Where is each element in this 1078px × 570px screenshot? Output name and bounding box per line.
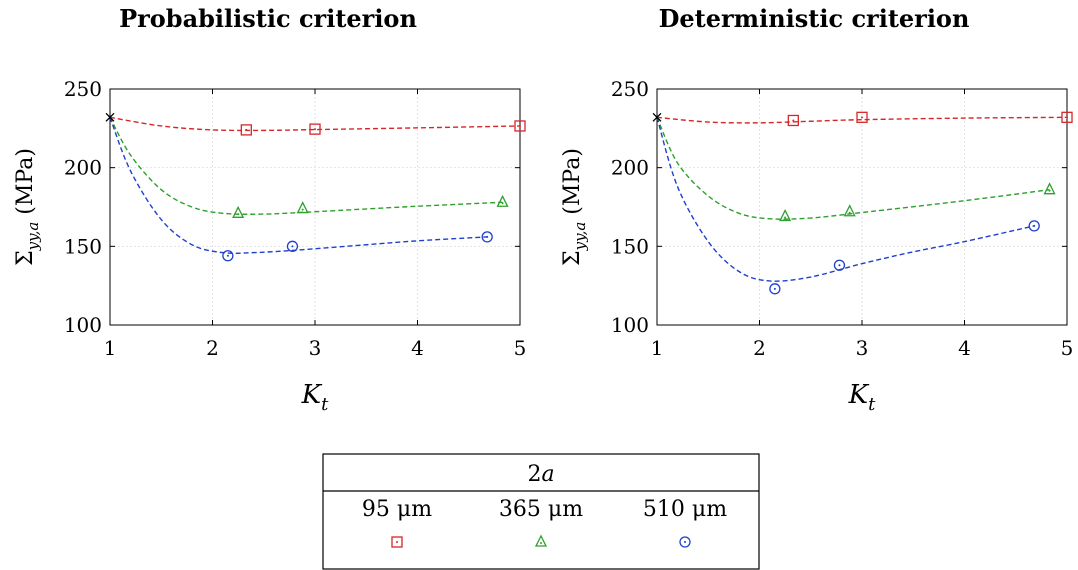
x-tick-label: 1 — [104, 336, 117, 360]
x-tick-label: 3 — [856, 336, 869, 360]
origin-cross-marker — [652, 112, 662, 122]
data-point-s365 — [496, 194, 509, 207]
series-s95 — [110, 116, 526, 136]
series-s510 — [657, 117, 1040, 295]
fit-curve-s365 — [110, 116, 503, 215]
y-axis-label: Σyy,a (MPa) — [560, 148, 589, 266]
fit-curve-s95 — [657, 116, 1067, 124]
chart-panel-2: Deterministic criterion 1 2 3 4 5 100 150 200 250… — [560, 4, 1073, 415]
y-tick-label: 200 — [64, 156, 102, 180]
data-point-s365 — [779, 208, 792, 222]
x-axis-label: Kt — [848, 380, 876, 415]
legend-label-s510: 510 μm — [643, 497, 727, 522]
y-tick-label: 100 — [611, 313, 649, 337]
data-point-s510 — [286, 240, 299, 252]
data-point-s95 — [514, 120, 526, 132]
series-s365 — [110, 116, 509, 218]
x-tick-label: 5 — [1061, 336, 1074, 360]
legend-marker-s365 — [534, 534, 548, 547]
series-s365 — [657, 117, 1056, 222]
y-tick-label: 150 — [64, 234, 102, 258]
data-point-s365 — [232, 205, 245, 218]
data-point-s510 — [833, 259, 846, 271]
data-point-s365 — [1043, 182, 1056, 195]
x-tick-label: 4 — [958, 336, 971, 360]
fit-curve-s365 — [657, 117, 1050, 220]
legend-label-s95: 95 μm — [362, 497, 432, 522]
x-tick-label: 2 — [206, 336, 219, 360]
y-tick-label: 100 — [64, 313, 102, 337]
origin-cross-marker — [105, 112, 115, 122]
data-point-s95 — [1061, 111, 1073, 123]
y-tick-label: 250 — [64, 77, 102, 101]
data-point-s510 — [769, 283, 781, 295]
y-tick-label: 150 — [611, 234, 649, 258]
x-tick-label: 5 — [514, 336, 527, 360]
x-tick-label: 2 — [753, 336, 766, 360]
x-tick-label: 4 — [411, 336, 424, 360]
data-point-s510 — [481, 231, 493, 243]
series-s95 — [657, 111, 1073, 127]
fit-curve-s510 — [657, 117, 1035, 282]
x-tick-label: 1 — [651, 336, 664, 360]
legend-marker-s95 — [391, 536, 403, 548]
legend-box — [322, 453, 760, 570]
y-tick-label: 250 — [611, 77, 649, 101]
series-s510 — [110, 117, 493, 262]
x-axis-label: Kt — [301, 380, 329, 415]
fit-curve-s95 — [110, 116, 520, 132]
y-axis-label: Σyy,a (MPa) — [13, 148, 42, 266]
data-point-s510 — [1028, 220, 1040, 232]
data-point-s365 — [843, 204, 856, 217]
legend-label-s365: 365 μm — [499, 497, 583, 522]
data-point-s95 — [240, 124, 252, 136]
data-point-s510 — [222, 250, 234, 262]
chart-title: Probabilistic criterion — [119, 4, 417, 33]
legend: 2a 95 μm 365 μm 510 μm — [322, 453, 760, 570]
data-point-s365 — [296, 201, 309, 214]
data-point-s95 — [856, 111, 868, 123]
fit-curve-s510 — [110, 117, 488, 255]
x-tick-label: 3 — [309, 336, 322, 360]
data-point-s95 — [309, 123, 321, 135]
chart-panel-1: Probabilistic criterion 1 2 3 4 5 100 150 200 250… — [13, 4, 526, 415]
chart-title: Deterministic criterion — [659, 4, 970, 33]
data-point-s95 — [787, 114, 799, 127]
legend-marker-s510 — [679, 536, 691, 548]
legend-title: 2a — [527, 462, 554, 487]
y-tick-label: 200 — [611, 156, 649, 180]
